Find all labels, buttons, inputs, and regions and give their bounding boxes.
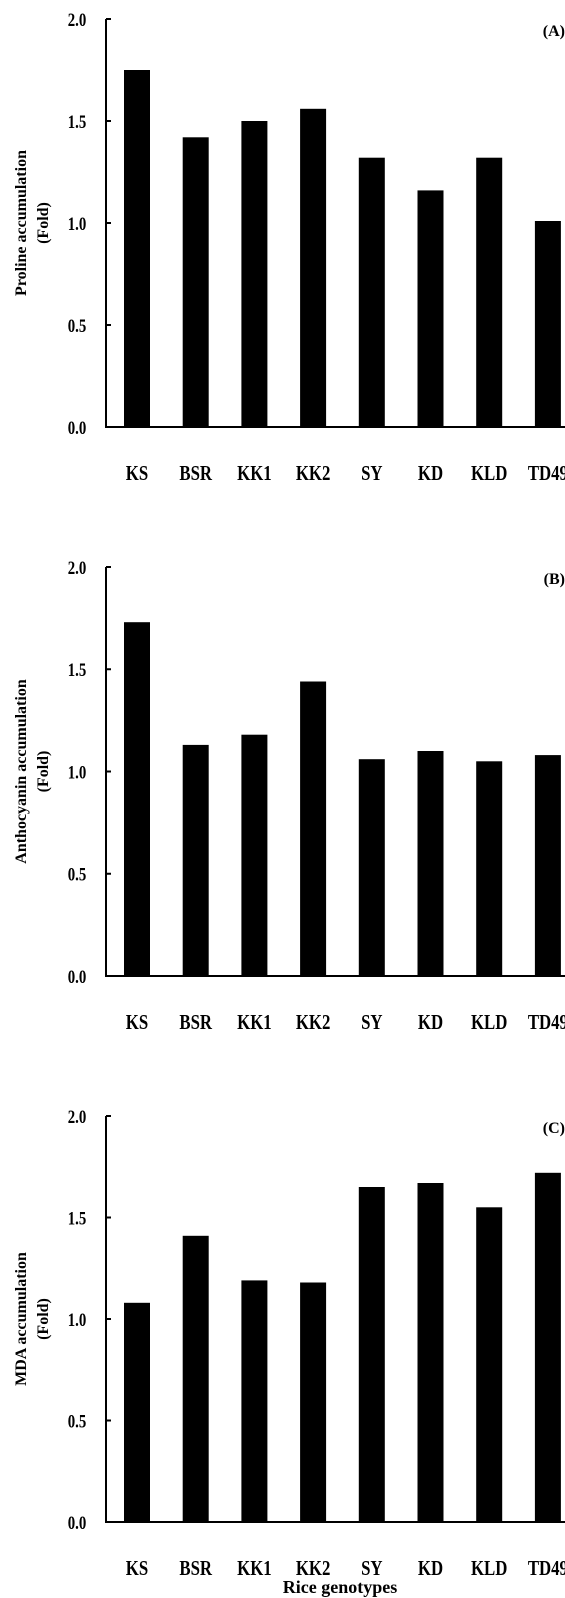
x-tick-label: KK1 [237, 1011, 272, 1034]
bar-sy [358, 1187, 385, 1522]
panel-label: (B) [544, 571, 565, 588]
bar-ks [124, 1302, 150, 1522]
panel-label: (A) [543, 23, 565, 40]
y-tick-label: 1.5 [68, 1208, 87, 1229]
bar-kk1 [241, 121, 268, 427]
x-tick-label: KS [126, 462, 148, 485]
bar-kk2 [300, 108, 327, 428]
y-tick-label: 0.5 [68, 1411, 87, 1432]
x-tick-label: KLD [471, 462, 507, 485]
panel-label: (C) [543, 1120, 565, 1137]
y-axis-label: MDA accumulation (Fold) [13, 1252, 52, 1386]
y-tick-label: 1.5 [68, 660, 87, 681]
bar-kk1 [241, 1280, 268, 1522]
y-tick-label: 0.5 [68, 864, 87, 885]
y-tick-label: 0.0 [68, 1512, 87, 1533]
bar-kk2 [300, 1282, 327, 1522]
x-tick-label: KD [418, 1011, 443, 1034]
x-tick-label: KS [126, 1557, 148, 1580]
y-tick-label: 0.0 [68, 417, 87, 438]
y-axis-label: Proline accumulation (Fold) [13, 150, 52, 296]
x-tick-label: BSR [179, 1011, 212, 1034]
x-tick-label: KLD [471, 1011, 507, 1034]
bar-kk2 [300, 681, 327, 976]
bar-kld [476, 1207, 503, 1522]
x-tick-label: KD [418, 1557, 443, 1580]
y-axis-label: Anthocyanin accumulation (Fold) [13, 679, 52, 864]
x-axis-label: Rice genotypes [283, 1577, 397, 1597]
y-tick-label: 2.0 [68, 557, 87, 578]
x-tick-label: KD [418, 462, 443, 485]
bar-bsr [182, 137, 209, 428]
bar-kk1 [241, 734, 268, 976]
bar-sy [358, 157, 385, 427]
x-tick-label: KLD [471, 1557, 507, 1580]
x-tick-label: KK2 [296, 1557, 331, 1580]
chart-panel-c: 0.0 0.5 1.0 1.5 2.0 KS BSR KK1 KK2 SY KD KLD TD49 (C)… [13, 1106, 565, 1597]
y-tick-label: 1.0 [68, 213, 87, 234]
bar-bsr [182, 744, 209, 976]
bar-kld [476, 157, 503, 427]
x-tick-label: KK1 [237, 1557, 272, 1580]
x-tick-label: KS [126, 1011, 148, 1034]
y-tick-label: 0.5 [68, 315, 87, 336]
bar-kd [417, 751, 444, 976]
bar-kd [417, 190, 444, 427]
x-tick-label: KK2 [296, 462, 331, 485]
y-tick-label: 1.0 [68, 762, 87, 783]
y-tick-label: 1.0 [68, 1309, 87, 1330]
bar-ks [124, 622, 150, 976]
x-tick-label: SY [361, 1011, 383, 1034]
bar-sy [358, 759, 385, 976]
x-tick-label: TD49 [528, 1557, 565, 1580]
x-tick-label: TD49 [528, 1011, 565, 1034]
x-tick-label: SY [361, 462, 383, 485]
bar-td49 [534, 221, 561, 427]
x-tick-label: KK1 [237, 462, 272, 485]
bar-td49 [534, 1172, 561, 1522]
chart-panel-a: 0.0 0.5 1.0 1.5 2.0 KS BSR KK1 KK2 SY KD KLD TD49 (A)… [13, 9, 565, 486]
y-tick-label: 0.0 [68, 966, 87, 987]
bar-kd [417, 1183, 444, 1522]
bar-kld [476, 761, 503, 976]
x-tick-label: KK2 [296, 1011, 331, 1034]
y-tick-label: 2.0 [68, 1106, 87, 1127]
x-tick-label: SY [361, 1557, 383, 1580]
bar-td49 [534, 755, 561, 976]
x-tick-label: BSR [179, 1557, 212, 1580]
x-tick-label: BSR [179, 462, 212, 485]
x-tick-label: TD49 [528, 462, 565, 485]
chart-panel-b: 0.0 0.5 1.0 1.5 2.0 KS BSR KK1 KK2 SY KD KLD TD49 (B)… [13, 557, 565, 1035]
y-tick-label: 2.0 [68, 9, 87, 30]
y-tick-label: 1.5 [68, 111, 87, 132]
bar-ks [124, 70, 150, 427]
bar-bsr [182, 1235, 209, 1522]
